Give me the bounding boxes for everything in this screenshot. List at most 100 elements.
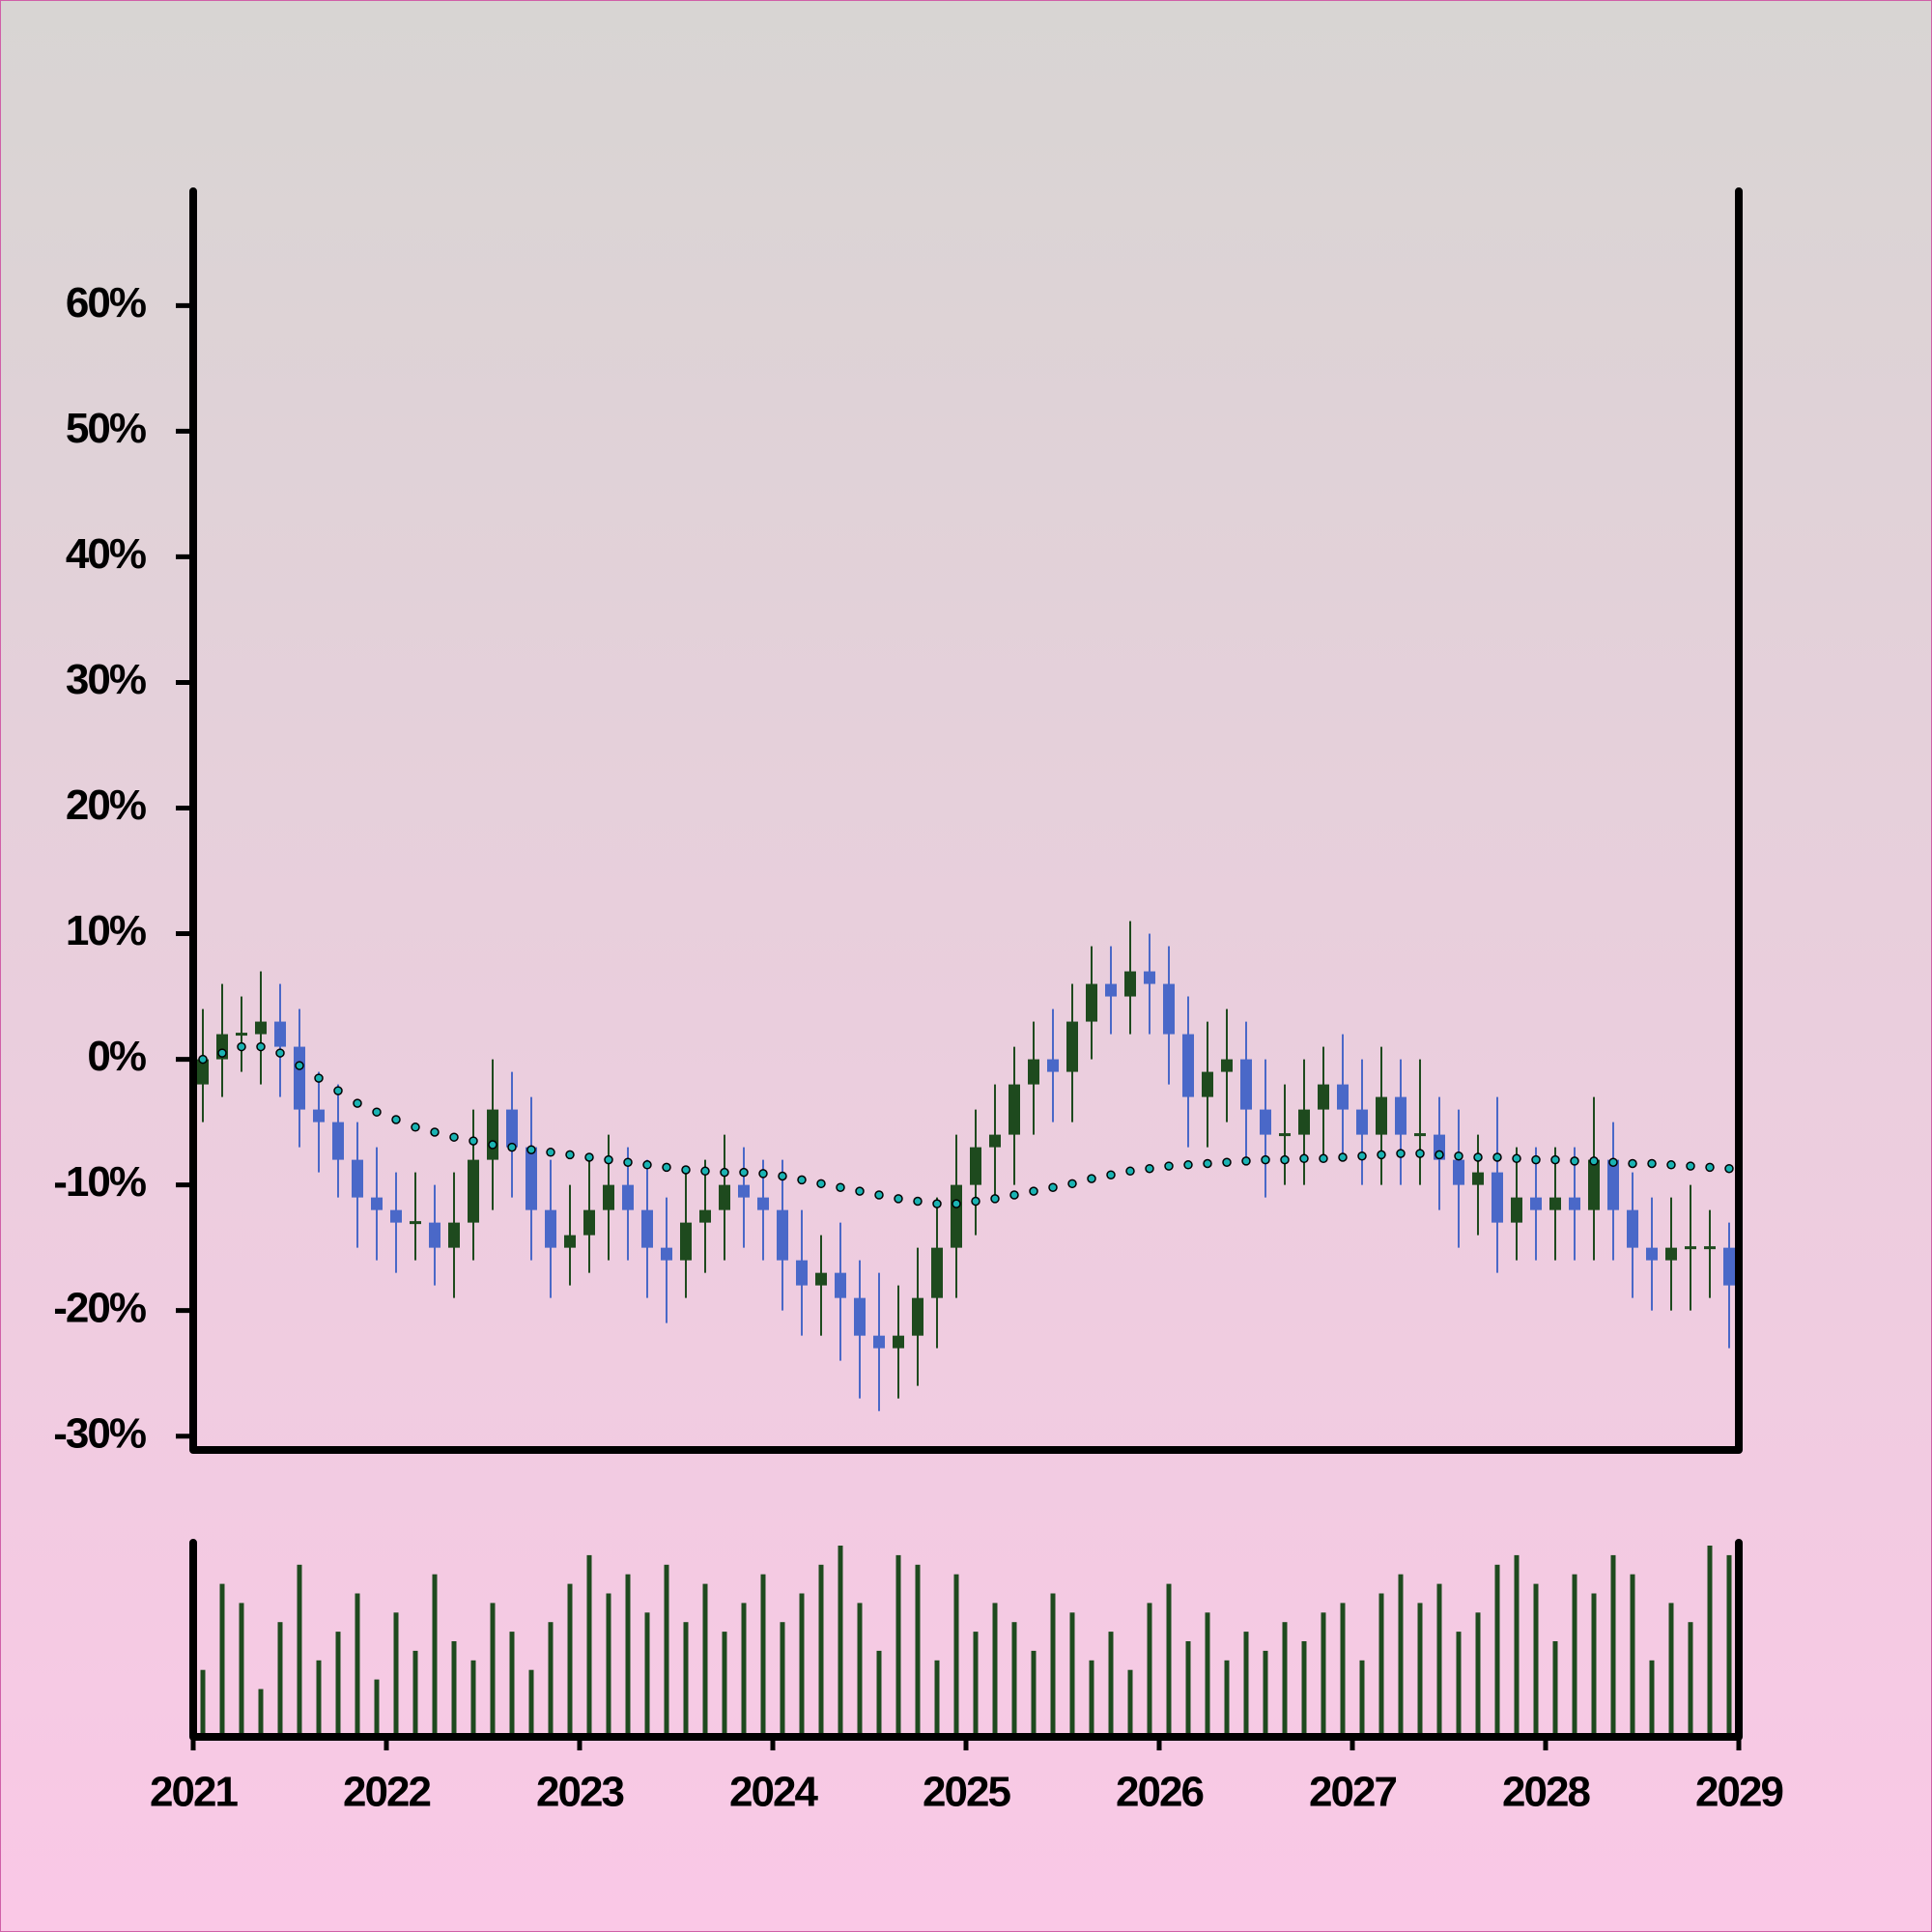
candle-body <box>1221 1059 1233 1072</box>
ma-point <box>1241 1156 1251 1166</box>
candle-body <box>1376 1096 1387 1135</box>
candle-body <box>526 1147 537 1210</box>
volume-bar <box>915 1564 921 1737</box>
volume-bar <box>1282 1622 1288 1737</box>
candle-body <box>680 1222 692 1261</box>
candle-body <box>1723 1247 1735 1286</box>
ma-point <box>449 1132 459 1142</box>
ma-point <box>1145 1163 1154 1174</box>
candle-body <box>1395 1096 1406 1135</box>
ma-point <box>681 1165 691 1175</box>
candle-body <box>197 1059 209 1085</box>
volume-bar <box>992 1603 998 1737</box>
volume-bar <box>1552 1641 1558 1737</box>
candle-body <box>622 1184 634 1210</box>
ma-point <box>1647 1158 1657 1169</box>
volume-bar <box>1630 1574 1635 1737</box>
ma-point <box>1009 1190 1019 1200</box>
volume-bar <box>200 1669 206 1737</box>
volume-bar <box>1436 1583 1442 1737</box>
volume-bar <box>1610 1554 1616 1737</box>
y-tick-label: 50% <box>66 405 146 452</box>
ma-point <box>1048 1182 1058 1192</box>
candle-body <box>410 1221 421 1225</box>
volume-bar <box>644 1612 650 1737</box>
candle-body <box>1453 1159 1464 1185</box>
volume-bar <box>857 1603 863 1737</box>
volume-bar <box>780 1622 785 1737</box>
candle-body <box>332 1122 344 1160</box>
candle-body <box>313 1109 325 1122</box>
volume-bar <box>567 1583 573 1737</box>
candle-body <box>1028 1059 1039 1085</box>
ma-point <box>275 1048 285 1058</box>
candle-body <box>1086 983 1097 1022</box>
ma-point <box>1628 1158 1637 1169</box>
ma-point <box>642 1160 652 1170</box>
ma-point <box>565 1150 575 1160</box>
volume-bar <box>1069 1612 1075 1737</box>
ma-point <box>295 1061 304 1070</box>
ma-point <box>314 1073 324 1083</box>
ma-point <box>430 1127 440 1137</box>
candle-body <box>719 1184 730 1210</box>
candle-body <box>583 1209 595 1236</box>
ma-point <box>1415 1149 1425 1158</box>
volume-bar <box>1031 1650 1037 1737</box>
volume-bar <box>1166 1583 1172 1737</box>
candle-body <box>1124 971 1136 997</box>
ma-point <box>584 1152 594 1162</box>
candle-body <box>1318 1084 1329 1110</box>
volume-bar <box>412 1650 418 1737</box>
volume-bar <box>1243 1632 1249 1737</box>
volume-bar <box>1263 1650 1268 1737</box>
ma-point <box>1724 1163 1734 1174</box>
candle-body <box>970 1147 981 1185</box>
y-tick-label: -10% <box>53 1158 146 1206</box>
volume-bar <box>606 1593 611 1737</box>
ma-point <box>913 1196 923 1207</box>
volume-bar <box>1649 1660 1655 1737</box>
volume-bar <box>799 1593 805 1737</box>
candle-body <box>390 1209 402 1223</box>
ma-point <box>1531 1154 1541 1165</box>
candle-body <box>1047 1059 1059 1072</box>
ma-point <box>894 1194 903 1204</box>
ma-point <box>816 1179 826 1189</box>
volume-bar <box>953 1574 959 1737</box>
ma-point <box>778 1171 787 1181</box>
volume-bar <box>1726 1554 1732 1737</box>
ma-point <box>1550 1154 1560 1165</box>
volume-frame <box>189 1539 1743 1741</box>
volume-bar <box>1089 1660 1094 1737</box>
volume-bar <box>876 1650 882 1737</box>
volume-bar <box>1591 1593 1597 1737</box>
volume-bar <box>258 1689 264 1737</box>
volume-bar <box>1398 1574 1404 1737</box>
volume-bar <box>1050 1593 1056 1737</box>
candle-body <box>1337 1084 1349 1110</box>
ma-point <box>971 1196 980 1207</box>
candle-body <box>274 1021 286 1047</box>
candle-body <box>1685 1246 1696 1250</box>
candle-body <box>1492 1172 1503 1223</box>
ma-point <box>1067 1179 1077 1189</box>
candle-body <box>1260 1109 1271 1135</box>
ma-point <box>700 1166 710 1177</box>
volume-bar <box>1707 1546 1713 1737</box>
volume-bar <box>1340 1603 1346 1737</box>
volume-bar <box>760 1574 766 1737</box>
ma-point <box>836 1182 845 1192</box>
ma-point <box>1106 1170 1116 1179</box>
volume-bar <box>838 1546 843 1737</box>
y-tick-label: 30% <box>66 656 146 703</box>
ma-point <box>1512 1153 1521 1164</box>
volume-bar <box>1533 1583 1539 1737</box>
volume-bar <box>1668 1603 1674 1737</box>
x-tick-label: 2027 <box>1309 1769 1396 1816</box>
volume-bar <box>239 1603 244 1737</box>
volume-bar <box>1321 1612 1326 1737</box>
volume-bar <box>490 1603 496 1737</box>
volume-bar <box>277 1622 283 1737</box>
candle-body <box>1472 1172 1484 1185</box>
